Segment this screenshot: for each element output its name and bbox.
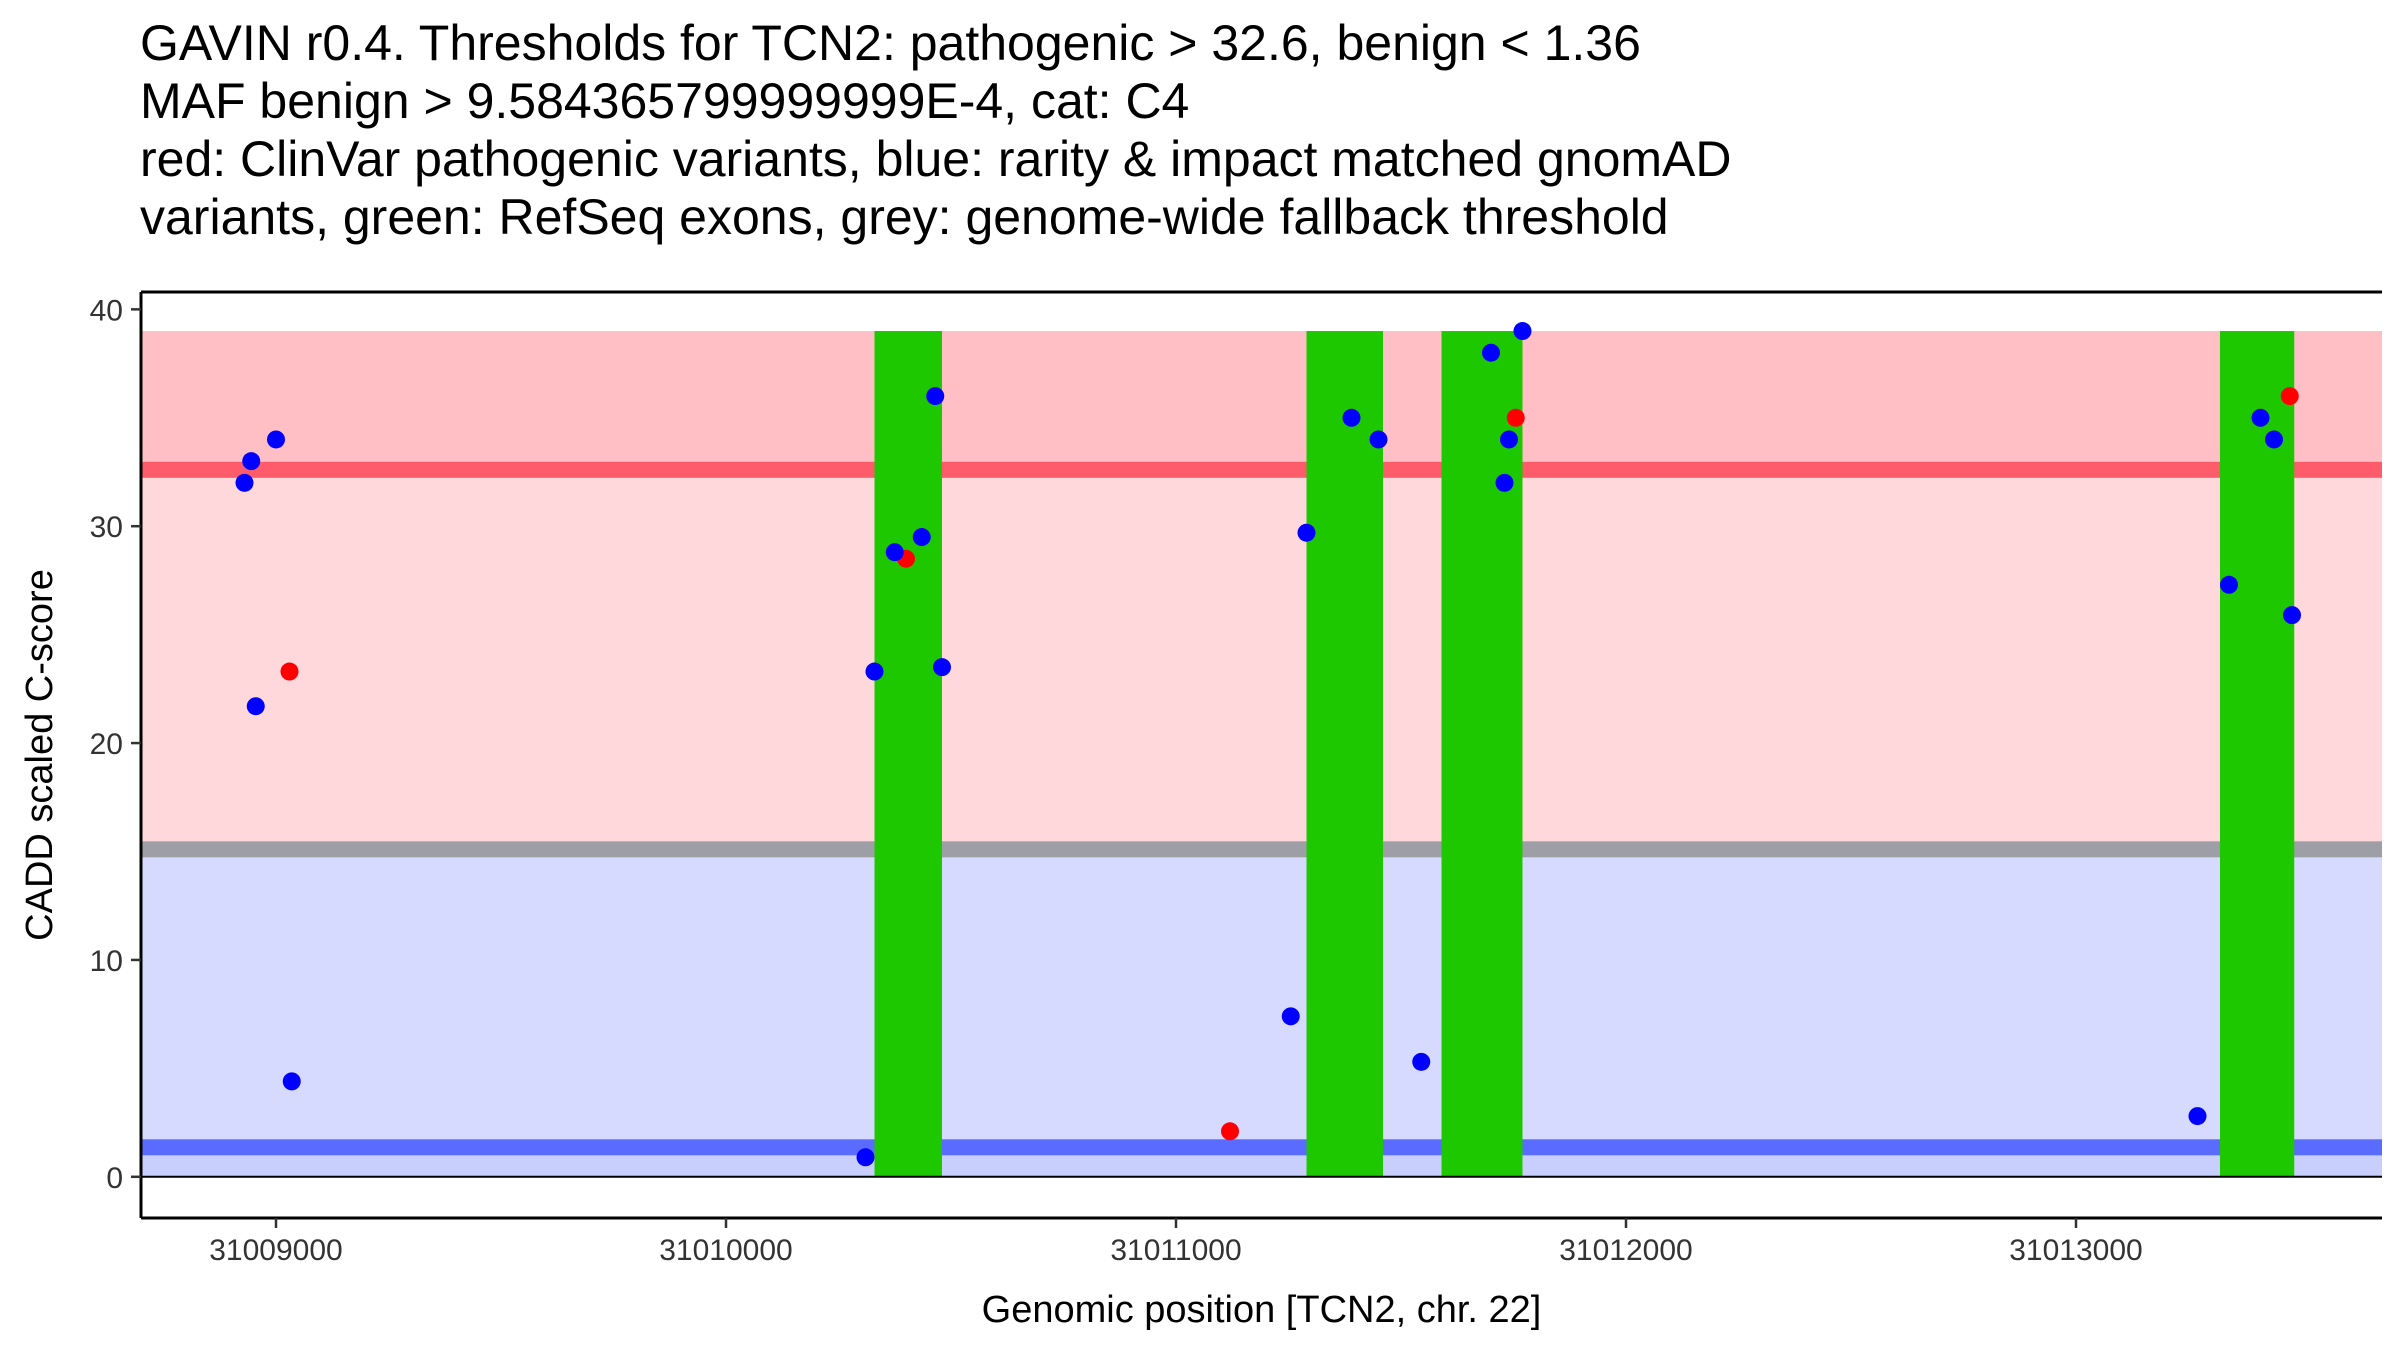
gnomad-point-13: [1297, 523, 1316, 542]
pathogenic-region: [141, 331, 2382, 470]
benign-threshold: [141, 1139, 2382, 1156]
gnomad-point-25: [2283, 606, 2301, 625]
axes: 31009000 31010000 31011000 31012000 31013000…: [90, 290, 2382, 1267]
gnomad-point-17: [1482, 343, 1500, 362]
gnomad-point-9: [912, 528, 931, 547]
pathogenic-threshold: [141, 461, 2382, 478]
x-axis-title: Genomic position [TCN2, chr. 22]: [982, 1289, 1542, 1331]
title-line-2: MAF benign > 9.584365799999999E-4, cat: …: [140, 73, 1190, 129]
x-tick-label: 31013000: [2009, 1234, 2142, 1267]
gnomad-point-18: [1495, 473, 1514, 492]
x-tick-label: 31012000: [1559, 1234, 1692, 1267]
gnomad-point-15: [1369, 430, 1388, 449]
y-tick-label: 0: [106, 1162, 123, 1195]
exon-bar-1: [874, 331, 942, 1177]
clinvar-point-3: [1221, 1122, 1239, 1141]
y-tick-label: 40: [90, 294, 123, 327]
title-line-1: GAVIN r0.4. Thresholds for TCN2: pathoge…: [140, 15, 1641, 71]
gnomad-point-7: [865, 662, 884, 681]
x-tick-label: 31009000: [209, 1234, 342, 1267]
clinvar-point-1: [280, 662, 299, 681]
gnomad-point-5: [282, 1072, 301, 1091]
gnomad-point-1: [235, 473, 254, 492]
gnomad-point-22: [2220, 575, 2238, 594]
y-axis-title: CADD scaled C-score: [19, 569, 61, 941]
x-tick-label: 31010000: [659, 1234, 792, 1267]
threshold-regions: [141, 331, 2382, 1177]
gnomad-point-16: [1412, 1052, 1431, 1071]
threshold-lines: [141, 461, 2382, 1156]
exon-bar-3: [1441, 331, 1523, 1177]
genome-wide-fallback-threshold: [141, 841, 2382, 858]
gnomad-point-21: [2188, 1107, 2207, 1126]
pathogenic-fallback-region: [141, 469, 2382, 850]
gnomad-point-11: [933, 658, 951, 677]
gnomad-point-8: [885, 543, 904, 562]
clinvar-point-5: [2280, 387, 2299, 406]
y-tick-label: 20: [90, 728, 123, 761]
gnomad-point-24: [2265, 430, 2283, 449]
y-tick-label: 30: [90, 511, 123, 544]
exon-bars: [874, 331, 2295, 1177]
gnomad-point-20: [1513, 322, 1532, 341]
variant-points: [235, 322, 2301, 1167]
gnomad-point-23: [2251, 408, 2270, 427]
title-line-3: red: ClinVar pathogenic variants, blue: …: [140, 131, 1732, 187]
gnomad-point-14: [1342, 408, 1361, 427]
exon-bar-4: [2220, 331, 2295, 1177]
gnomad-point-6: [856, 1148, 875, 1167]
gnomad-point-4: [267, 430, 285, 449]
gnomad-point-3: [246, 697, 265, 716]
gnomad-point-2: [242, 452, 261, 471]
benign-fallback-region: [141, 849, 2382, 1148]
exon-bar-2: [1306, 331, 1383, 1177]
x-tick-label: 31011000: [1110, 1234, 1241, 1267]
gnomad-point-19: [1500, 430, 1518, 449]
clinvar-point-4: [1506, 408, 1525, 427]
title-line-4: variants, green: RefSeq exons, grey: gen…: [140, 189, 1669, 245]
chart-title: GAVIN r0.4. Thresholds for TCN2: pathoge…: [140, 14, 2380, 246]
gnomad-point-10: [926, 387, 945, 406]
y-tick-label: 10: [90, 945, 123, 978]
gnomad-point-12: [1281, 1007, 1300, 1026]
